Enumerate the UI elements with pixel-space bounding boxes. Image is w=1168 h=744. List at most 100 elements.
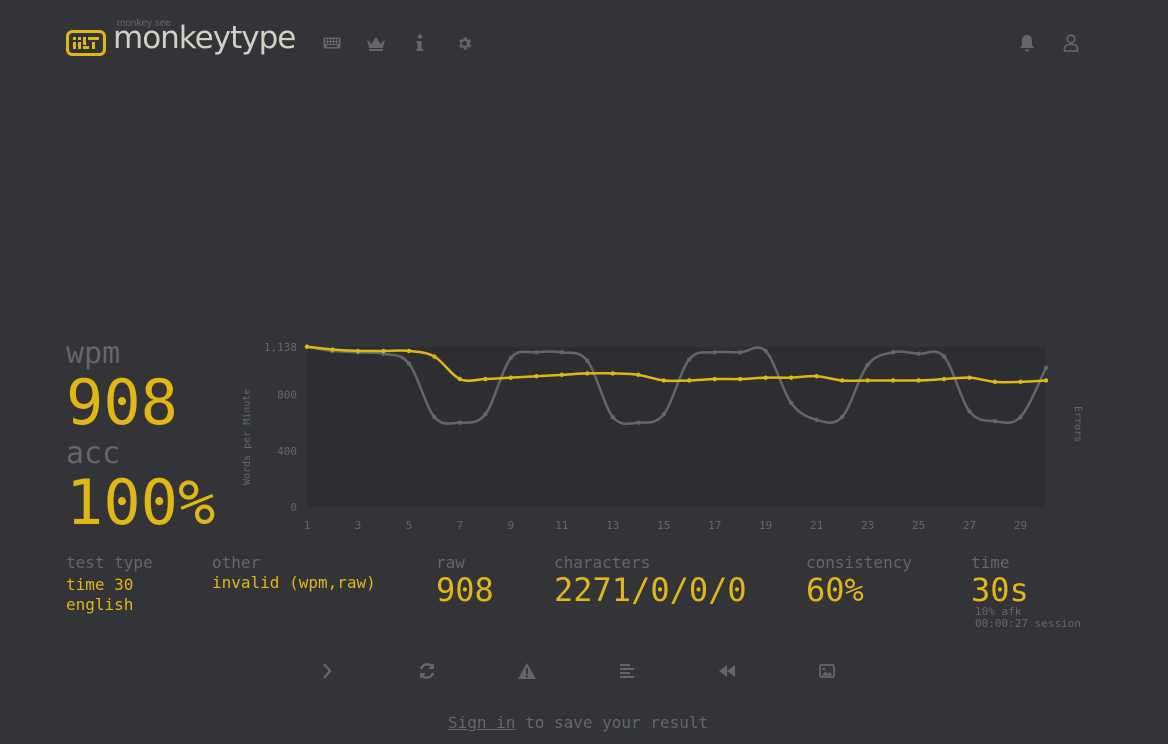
monkeytype-logo-icon[interactable] (66, 30, 106, 56)
acc-label: acc (66, 436, 121, 471)
raw-wpm-point (636, 420, 641, 425)
raw-wpm-point (508, 355, 514, 361)
consistency-label: consistency (806, 553, 912, 572)
x-tick-label: 7 (457, 519, 464, 532)
other-value: invalid (wpm,raw) (212, 573, 376, 592)
logo-subtitle: monkey see (117, 18, 171, 29)
other-label: other (212, 553, 261, 572)
raw-wpm-point (763, 348, 768, 354)
wpm-point (381, 348, 386, 354)
characters-label: characters (554, 553, 651, 572)
consistency-value: 60% (806, 571, 864, 609)
raw-wpm-point (941, 354, 947, 359)
bell-icon[interactable] (1017, 33, 1037, 53)
wpm-point (585, 371, 590, 376)
wpm-point (432, 354, 437, 359)
raw-wpm-point (712, 350, 717, 355)
x-tick-label: 5 (406, 519, 413, 532)
text-lines-icon[interactable] (615, 659, 639, 683)
raw-wpm-point (585, 358, 590, 363)
wpm-point (967, 375, 972, 380)
logo-title[interactable]: monkeytype (113, 20, 296, 56)
x-tick-label: 15 (657, 519, 670, 532)
afk-percent: 10% afk (975, 605, 1022, 618)
x-tick-label: 1 (304, 519, 311, 532)
raw-wpm-point (661, 412, 666, 417)
y-tick-label: 800 (277, 389, 297, 402)
user-icon[interactable] (1061, 33, 1081, 53)
image-icon[interactable] (815, 659, 839, 683)
test-type-label: test type (66, 553, 153, 572)
x-tick-label: 9 (508, 519, 515, 532)
wpm-point (839, 378, 845, 383)
x-tick-label: 13 (606, 519, 619, 532)
wpm-point (355, 348, 361, 354)
info-icon[interactable] (410, 33, 430, 53)
wpm-point (559, 372, 565, 378)
next-test-icon[interactable] (315, 659, 339, 683)
wpm-point (1018, 379, 1023, 385)
raw-wpm-point (890, 350, 896, 355)
wpm-point (916, 378, 921, 383)
wpm-point (763, 375, 768, 380)
crown-icon[interactable] (366, 33, 386, 53)
time-value: 30s (971, 571, 1029, 609)
raw-wpm-point (967, 409, 972, 414)
signin-prompt: Sign in to save your result (448, 713, 708, 732)
raw-wpm-point (559, 350, 565, 355)
test-type-language: english (66, 595, 134, 614)
wpm-point (712, 376, 717, 382)
sign-in-link[interactable]: Sign in (448, 713, 516, 732)
raw-label: raw (436, 553, 465, 572)
raw-wpm-point (457, 420, 463, 425)
gear-icon[interactable] (454, 33, 474, 53)
wpm-point (788, 375, 794, 380)
x-tick-label: 29 (1014, 519, 1027, 532)
wpm-point (457, 376, 463, 382)
x-tick-label: 27 (963, 519, 976, 532)
characters-value: 2271/0/0/0 (554, 571, 747, 609)
raw-wpm-point (432, 414, 437, 420)
y-tick-label: 1,138 (264, 341, 297, 354)
y2-axis-label: Errors (1072, 406, 1083, 442)
signin-prompt-text: to save your result (515, 713, 709, 732)
raw-wpm-point (483, 412, 488, 417)
wpm-point (814, 374, 819, 379)
session-time: 00:00:27 session (975, 617, 1081, 630)
raw-wpm-point (610, 414, 615, 420)
wpm-point (865, 378, 870, 383)
raw-wpm-point (406, 361, 412, 366)
wpm-point (992, 379, 998, 385)
x-tick-label: 17 (708, 519, 721, 532)
x-tick-label: 23 (861, 519, 874, 532)
wpm-value: 908 (66, 366, 178, 439)
wpm-point (890, 378, 896, 383)
x-tick-label: 19 (759, 519, 772, 532)
acc-value: 100% (66, 466, 216, 539)
warning-icon[interactable] (515, 659, 539, 683)
chart-plot-area (307, 347, 1046, 507)
wpm-point (406, 348, 412, 354)
wpm-point (330, 347, 335, 352)
x-tick-label: 21 (810, 519, 823, 532)
x-tick-label: 11 (555, 519, 568, 532)
rewind-icon[interactable] (715, 659, 739, 683)
wpm-point (1043, 378, 1049, 383)
restart-icon[interactable] (415, 659, 439, 683)
raw-wpm-point (687, 357, 692, 362)
wpm-point (661, 378, 666, 383)
raw-wpm-point (814, 417, 819, 423)
raw-wpm-point (1043, 365, 1049, 371)
raw-value: 908 (436, 571, 494, 609)
wpm-point (738, 376, 743, 382)
raw-wpm-point (865, 362, 870, 368)
raw-wpm-point (992, 419, 998, 424)
y-tick-label: 400 (277, 445, 297, 458)
time-label: time (971, 553, 1010, 572)
wpm-point (636, 372, 641, 378)
wpm-point (941, 376, 947, 382)
raw-wpm-point (839, 414, 845, 420)
wpm-point (304, 344, 310, 349)
keyboard-icon[interactable] (322, 33, 342, 53)
wpm-point (687, 378, 692, 383)
